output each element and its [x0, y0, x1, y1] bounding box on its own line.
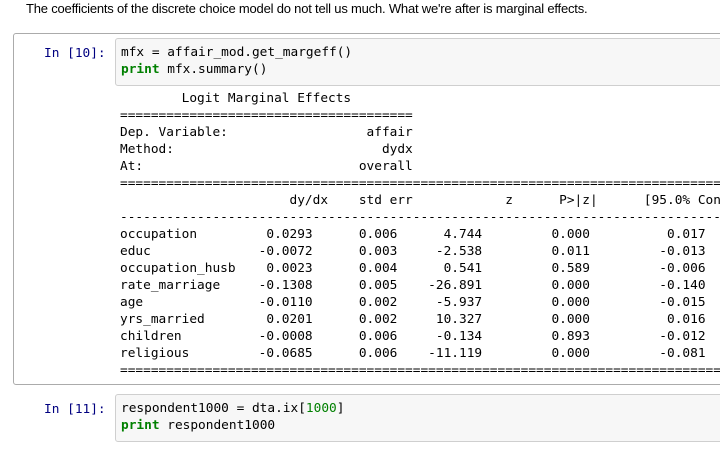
output-line: Logit Marginal Effects: [120, 91, 352, 106]
input-prompt: In [10]:: [44, 46, 106, 61]
output-line: At: overall: [120, 159, 413, 174]
output-line: ----------------------------------------…: [120, 210, 720, 225]
code-input[interactable]: mfx = affair_mod.get_margeff() print mfx…: [115, 38, 720, 86]
output-line: occupation 0.0293 0.006 4.744 0.000 0.01…: [120, 227, 706, 242]
output-line: educ -0.0072 0.003 -2.538 0.011 -0.013: [120, 244, 706, 259]
markdown-text: The coefficients of the discrete choice …: [26, 1, 588, 16]
output-line: rate_marriage -0.1308 0.005 -26.891 0.00…: [120, 278, 706, 293]
output-line: yrs_married 0.0201 0.002 10.327 0.000 0.…: [120, 312, 706, 327]
output-line: religious -0.0685 0.006 -11.119 0.000 -0…: [120, 346, 706, 361]
output-line: dy/dx std err z P>|z| [95.0% Con: [120, 193, 720, 208]
code-cell-10[interactable]: [13, 33, 720, 385]
output-line: ======================================: [120, 108, 413, 123]
output-line: Method: dydx: [120, 142, 413, 157]
code-text: respondent1000 = dta.ix[1000] print resp…: [121, 401, 345, 433]
output-line: ========================================…: [120, 176, 720, 191]
input-prompt: In [11]:: [44, 402, 106, 417]
code-text: mfx = affair_mod.get_margeff() print mfx…: [121, 45, 353, 77]
output-line: age -0.0110 0.002 -5.937 0.000 -0.015: [120, 295, 706, 310]
output-line: occupation_husb 0.0023 0.004 0.541 0.589…: [120, 261, 706, 276]
code-input[interactable]: respondent1000 = dta.ix[1000] print resp…: [115, 394, 720, 442]
cell-output: Logit Marginal Effects ==================…: [120, 90, 720, 379]
output-line: children -0.0008 0.006 -0.134 0.893 -0.0…: [120, 329, 706, 344]
output-line: ========================================…: [120, 363, 720, 378]
output-line: Dep. Variable: affair: [120, 125, 413, 140]
